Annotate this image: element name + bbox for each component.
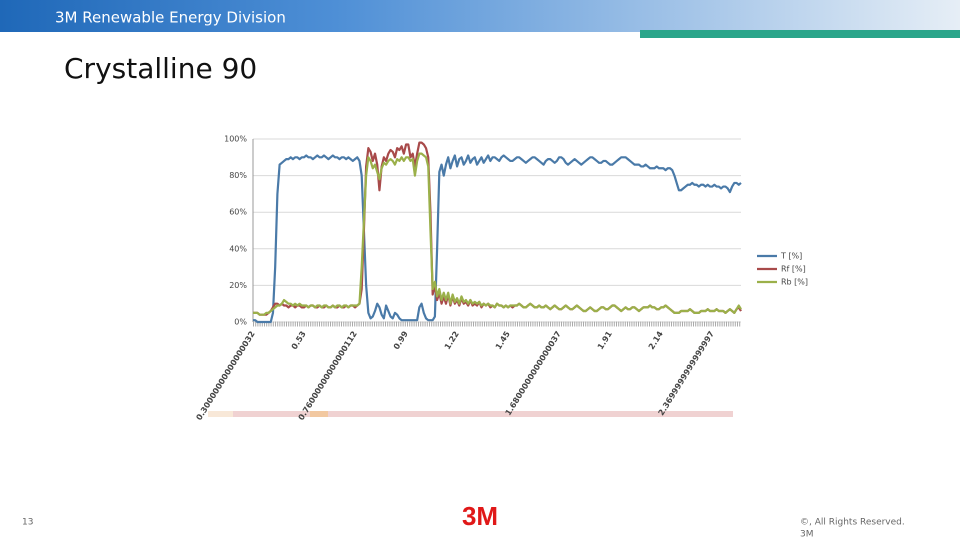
- x-tick-label: 2.3699999999999997: [657, 330, 716, 418]
- y-tick-label: 80%: [229, 171, 247, 180]
- chart: 0% 20% 40% 60% 80% 100% 0.30000000000000032 0.5…: [194, 135, 808, 422]
- logo: 3M: [462, 501, 498, 531]
- legend-label: Rb [%]: [781, 278, 808, 287]
- x-tick-label: 1.91: [596, 329, 614, 351]
- slide-title: Crystalline 90: [64, 52, 257, 85]
- line-series: [253, 154, 742, 324]
- copyright: ©, All Rights Reserved.: [800, 518, 905, 528]
- scroll-bar: [208, 411, 233, 417]
- banner-text: 3M Renewable Energy Division: [55, 9, 286, 27]
- x-tick-label: 1.45: [494, 329, 512, 351]
- copyright: 3M: [800, 530, 814, 540]
- legend-label: T [%]: [780, 252, 802, 261]
- banner: [0, 0, 960, 32]
- x-tick-label: 0.30000000000000032: [194, 330, 256, 422]
- y-tick-label: 60%: [229, 208, 247, 217]
- y-tick-label: 100%: [224, 135, 247, 144]
- x-tick-label: 0.76000000000000112: [297, 330, 359, 422]
- x-tick-label: 0.99: [392, 329, 410, 351]
- x-tick-label: 1.22: [443, 330, 461, 352]
- scroll-bar: [208, 411, 733, 417]
- x-tick-label: 1.6800000000000037: [504, 330, 563, 418]
- scroll-bar: [310, 411, 328, 417]
- x-tick-label: 2.14: [647, 329, 665, 351]
- banner-accent: [640, 30, 960, 38]
- line-series: [253, 152, 742, 316]
- y-tick-label: 20%: [229, 281, 247, 290]
- y-tick-label: 40%: [229, 244, 247, 253]
- page-number: 13: [22, 518, 33, 528]
- y-tick-label: 0%: [234, 318, 247, 327]
- legend-label: Rf [%]: [781, 265, 806, 274]
- x-tick-label: 0.53: [290, 330, 308, 352]
